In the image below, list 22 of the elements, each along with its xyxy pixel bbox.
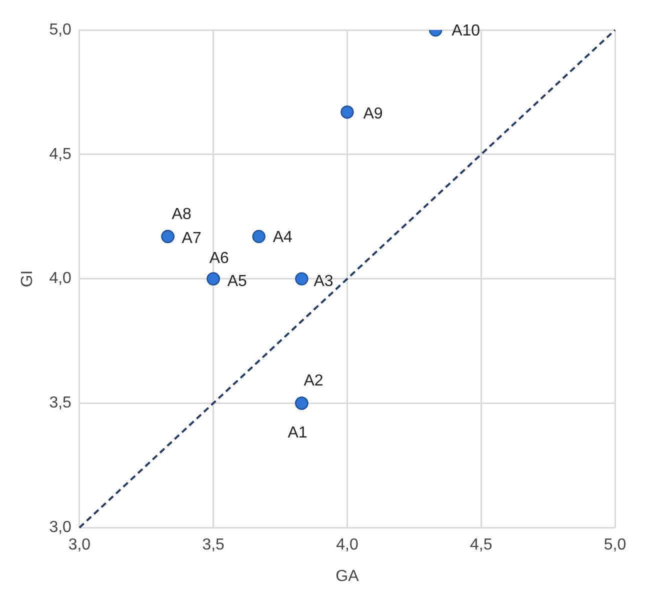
annotation: A6 — [209, 250, 230, 268]
annotation: A3 — [314, 273, 334, 290]
annotation: A5 — [227, 273, 248, 290]
x-tick-label: 4,0 — [336, 536, 358, 554]
annotation: A10 — [452, 22, 480, 40]
y-tick-label: 4,5 — [49, 146, 72, 163]
y-axis-title: GI — [19, 270, 36, 288]
x-axis-title: GA — [336, 568, 360, 585]
y-tick-label: 4,0 — [49, 270, 72, 288]
annotation: A4 — [272, 228, 293, 246]
annotation: A1 — [288, 424, 308, 442]
annotation: A2 — [304, 372, 324, 390]
x-tick-label: 3,0 — [68, 536, 91, 554]
annotation: A8 — [172, 206, 192, 223]
annotation: A9 — [363, 106, 383, 123]
annotation: A7 — [182, 230, 202, 247]
y-tick-label: 3,5 — [49, 394, 72, 412]
x-tick-label: 5,0 — [604, 536, 626, 554]
y-tick-label: 3,0 — [49, 519, 72, 536]
x-tick-label: 3,5 — [202, 536, 225, 554]
x-tick-label: 4,5 — [470, 536, 492, 554]
y-tick-label: 5,0 — [49, 21, 72, 38]
